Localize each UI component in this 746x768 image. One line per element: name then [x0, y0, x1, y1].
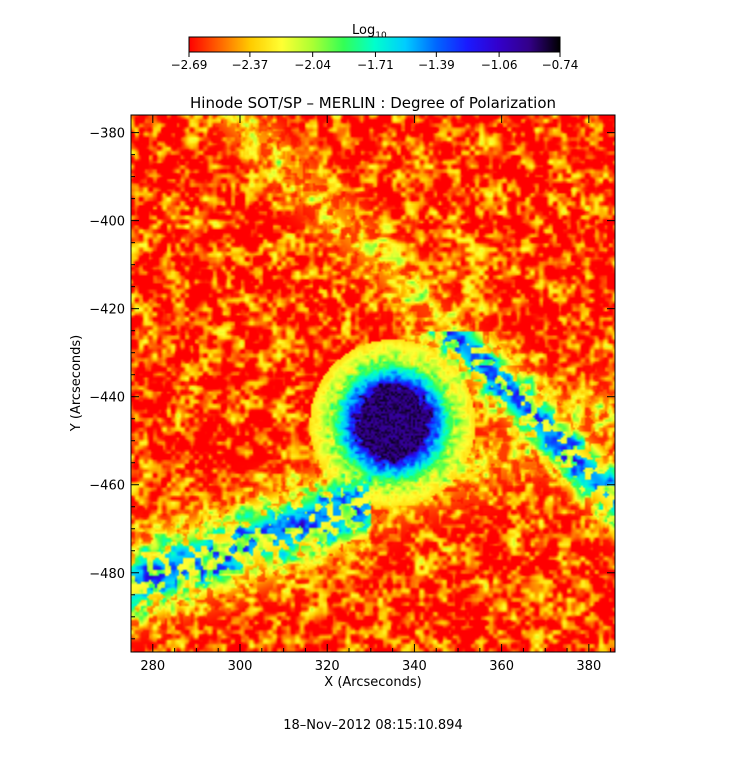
y-tick-label: −380	[89, 127, 125, 142]
colorbar-tick-label: −1.39	[418, 58, 455, 72]
y-tick-label: −420	[89, 303, 125, 318]
colorbar: Log10 −2.69 −2.37 −2.04 −1.71 −1.39 −1.06 −0.7…	[171, 23, 579, 72]
x-tick-label: 280	[140, 659, 165, 674]
colorbar-label: Log10	[352, 23, 387, 41]
colorbar-tick-label: −1.71	[357, 58, 394, 72]
footer-timestamp: 18–Nov–2012 08:15:10.894	[283, 718, 462, 733]
y-tick-label: −440	[89, 391, 125, 406]
colorbar-tick-label: −2.69	[171, 58, 208, 72]
colorbar-tick-label: −0.74	[542, 58, 579, 72]
x-axis-label: X (Arcseconds)	[324, 675, 421, 690]
colorbar-ticks: −2.69 −2.37 −2.04 −1.71 −1.39 −1.06 −0.74	[171, 52, 579, 72]
polarization-map-image	[131, 115, 615, 652]
x-tick-label: 340	[402, 659, 427, 674]
x-axis-ticks: 280 300 320 340 360 380	[140, 115, 612, 674]
y-tick-label: −480	[89, 567, 125, 582]
x-tick-label: 360	[489, 659, 514, 674]
x-tick-label: 320	[315, 659, 340, 674]
x-tick-label: 380	[576, 659, 601, 674]
colorbar-tick-label: −2.04	[294, 58, 331, 72]
y-tick-label: −400	[89, 215, 125, 230]
polarization-map	[131, 115, 615, 652]
y-tick-label: −460	[89, 479, 125, 494]
y-axis-label: Y (Arcseconds)	[69, 335, 84, 432]
colorbar-tick-label: −1.06	[481, 58, 518, 72]
x-tick-label: 300	[228, 659, 253, 674]
plot-frame	[130, 114, 616, 653]
colorbar-tick-label: −2.37	[231, 58, 268, 72]
colorbar-gradient	[188, 36, 561, 53]
y-axis-ticks: −380 −400 −420 −440 −460 −480	[89, 127, 615, 640]
chart-title: Hinode SOT/SP – MERLIN : Degree of Polar…	[190, 94, 556, 112]
